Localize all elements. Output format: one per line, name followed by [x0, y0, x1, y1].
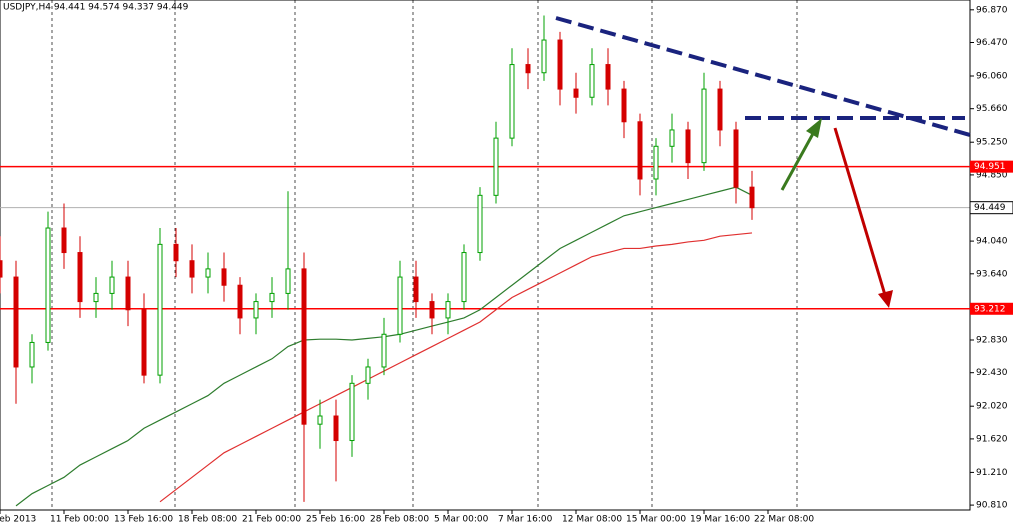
- candle-body: [589, 64, 595, 98]
- x-tick-label: 13 Feb 16:00: [114, 515, 173, 525]
- plot-frame: [0, 0, 971, 511]
- y-tick-label: 95.660: [976, 104, 1008, 114]
- price-label: 94.449: [974, 203, 1006, 213]
- candle-body: [253, 301, 259, 319]
- candle-body: [221, 268, 227, 286]
- x-tick-label: 11 Feb 00:00: [50, 515, 109, 525]
- candle-body: [717, 88, 723, 131]
- x-tick-label: 7 Mar 16:00: [498, 515, 553, 525]
- y-tick-label: 91.620: [976, 434, 1008, 444]
- separators: [51, 0, 798, 510]
- y-tick-label: 90.810: [976, 501, 1008, 511]
- candle-body: [77, 252, 83, 303]
- candle-body: [669, 129, 675, 147]
- candle-body: [605, 64, 611, 90]
- y-tick-label: 94.850: [976, 170, 1008, 180]
- candle-body: [701, 88, 707, 164]
- candle-body: [445, 301, 451, 319]
- annotations: [555, 16, 971, 308]
- candle-body: [477, 194, 483, 254]
- y-tick-label: 96.060: [976, 72, 1008, 82]
- candle-body: [749, 186, 755, 209]
- x-tick-label: 25 Feb 16:00: [306, 515, 365, 525]
- candle-body: [733, 129, 739, 188]
- candle-body: [285, 268, 291, 294]
- candle-body: [13, 276, 19, 368]
- candle-body: [365, 366, 371, 384]
- candle-body: [61, 227, 67, 254]
- x-tick-label: 5 Mar 00:00: [434, 515, 489, 525]
- candle-body: [509, 64, 515, 139]
- candle-body: [269, 292, 275, 303]
- candle-body: [189, 260, 195, 278]
- level-label-bg: [970, 302, 1013, 315]
- candle-body: [173, 243, 179, 262]
- y-tick-label: 92.430: [976, 368, 1008, 378]
- candle-body: [157, 243, 163, 376]
- candle-body: [0, 260, 3, 278]
- y-tick-label: 95.250: [976, 138, 1008, 148]
- candle-body: [653, 145, 659, 180]
- x-tick-label: 18 Feb 08:00: [178, 515, 237, 525]
- y-tick-label: 93.640: [976, 269, 1008, 279]
- candle-body: [461, 252, 467, 303]
- y-tick-label: 96.870: [976, 5, 1008, 15]
- x-tick-label: 12 Mar 08:00: [562, 515, 622, 525]
- candle-body: [205, 268, 211, 278]
- x-tick-label: 19 Mar 16:00: [690, 515, 750, 525]
- level-label-bg: [970, 160, 1013, 173]
- candle-body: [93, 292, 99, 303]
- candle-body: [125, 276, 131, 311]
- candle-body: [317, 415, 323, 425]
- candle-body: [429, 301, 435, 319]
- candle-body: [637, 121, 643, 180]
- candle-body: [141, 309, 147, 376]
- candle-body: [541, 39, 547, 74]
- candle-body: [557, 39, 563, 90]
- candle-body: [237, 284, 243, 319]
- y-tick-label: 92.020: [976, 402, 1008, 412]
- y-tick-label: 94.040: [976, 237, 1008, 247]
- candle-body: [413, 276, 419, 303]
- candle-body: [397, 276, 403, 335]
- candle-body: [621, 88, 627, 123]
- x-tick-label: 22 Mar 08:00: [754, 515, 814, 525]
- candle-body: [109, 276, 115, 294]
- candle-body: [301, 268, 307, 425]
- candle-body: [45, 227, 51, 343]
- candle-body: [525, 64, 531, 74]
- y-tick-label: 91.210: [976, 468, 1008, 478]
- candle-body: [493, 137, 499, 196]
- level-label: 93.212: [974, 304, 1006, 314]
- x-tick-label: 21 Feb 00:00: [242, 515, 301, 525]
- candle-body: [29, 341, 35, 368]
- chart-title: USDJPY,H4 94.441 94.574 94.337 94.449: [3, 3, 189, 13]
- plot: [0, 15, 970, 507]
- price-label-bg: [969, 201, 1013, 215]
- x-tick-label: 15 Mar 00:00: [626, 515, 686, 525]
- x-tick-label: 8 Feb 2013: [0, 515, 36, 525]
- y-tick-label: 96.470: [976, 38, 1008, 48]
- candle-body: [381, 333, 387, 368]
- candle-body: [685, 129, 691, 164]
- moving-average: [159, 232, 753, 503]
- y-tick-label: 92.830: [976, 336, 1008, 346]
- level-label: 94.951: [974, 162, 1006, 172]
- candle-body: [573, 88, 579, 98]
- candle-body: [349, 382, 355, 442]
- candle-body: [333, 415, 339, 442]
- x-tick-label: 28 Feb 08:00: [370, 515, 429, 525]
